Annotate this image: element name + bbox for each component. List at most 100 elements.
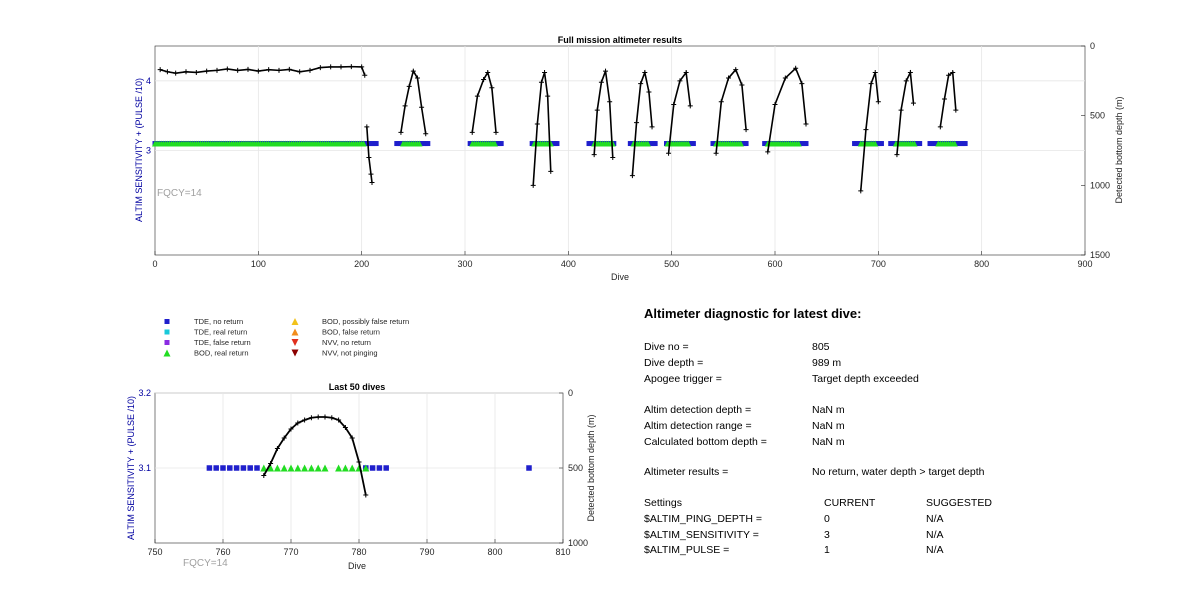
tde-no-return-marker [690, 141, 696, 147]
bottom-depth-point [214, 67, 220, 73]
setting-suggested: N/A [926, 513, 944, 525]
top-right-ticks: 0 500 1000 1500 [1081, 41, 1110, 260]
bod-real-return-marker [280, 464, 288, 472]
top-x-tick-label: 100 [251, 259, 266, 269]
setting-label: $ALTIM_PING_DEPTH = [644, 513, 762, 525]
legend-label: BOD, possibly false return [322, 317, 409, 326]
bottom-depth-point [671, 102, 677, 108]
legend-marker [291, 318, 299, 325]
bottom-depth-point [898, 107, 904, 113]
bod-real-return-marker [737, 140, 744, 147]
bottom-depth-point [666, 150, 672, 156]
bottom-depth-point [534, 121, 540, 127]
diagnostic-value: 989 m [812, 357, 842, 369]
bottom-depth-point [235, 67, 241, 73]
tde-no-return-marker [247, 465, 253, 471]
setting-current: 1 [824, 544, 830, 556]
legend-label: NVV, no return [322, 338, 371, 347]
bottom-depth-point [362, 72, 368, 78]
bottom-depth-point [858, 188, 864, 194]
bottom-depth-point [336, 417, 342, 423]
tde-no-return-marker [240, 465, 247, 471]
bottom-depth-point [274, 446, 280, 451]
bottom-depth-point [317, 65, 323, 71]
diagnostic-value: No return, water depth > target depth [812, 466, 985, 478]
bottom-depth-point [481, 76, 487, 82]
bottom-depth-point [872, 69, 878, 75]
bottom-x-tick-label: 790 [419, 547, 434, 557]
bottom-depth-point [368, 171, 374, 177]
top-x-tick-label: 500 [664, 259, 679, 269]
bod-real-return-marker [287, 464, 295, 472]
bottom-depth-point [489, 85, 495, 91]
bottom-depth-point [649, 124, 655, 130]
diagnostic-label: Calculated bottom depth = [644, 436, 767, 448]
bottom-right-y-label: Detected bottom depth (m) [586, 414, 596, 521]
bottom-x-tick-label: 800 [487, 547, 502, 557]
bottom-depth-point [545, 93, 551, 99]
diagnostic-label: Dive no = [644, 341, 689, 353]
top-right-tick-label: 500 [1090, 111, 1105, 121]
bottom-depth-point [642, 69, 648, 75]
bottom-depth-point [286, 66, 292, 72]
bottom-depth-point [739, 82, 745, 88]
bottom-depth-point [356, 459, 362, 465]
bottom-depth-point [328, 64, 334, 70]
bottom-depth-point [315, 414, 321, 420]
settings-header-label: Settings [644, 497, 682, 509]
bottom-depth-point [542, 69, 548, 75]
bottom-x-tick-label: 770 [283, 547, 298, 557]
tde-no-return-marker [254, 465, 260, 471]
bod-real-return-marker [267, 464, 275, 472]
bod-real-return-marker [360, 140, 367, 147]
bottom-depth-point [193, 69, 199, 75]
diagnostic-value: NaN m [812, 420, 845, 432]
bottom-depth-point [894, 152, 900, 158]
bottom-depth-point [591, 152, 597, 158]
top-chart: 0 100 200 300 400 500 600 700 800 900 34 05001000… [134, 35, 1124, 282]
top-x-tick-label: 300 [457, 259, 472, 269]
setting-label: $ALTIM_PULSE = [644, 544, 730, 556]
bottom-depth-point [765, 149, 771, 155]
tde-no-return-marker [743, 141, 749, 147]
bottom-depth-point [485, 69, 491, 75]
top-right-tick-label: 1000 [1090, 180, 1110, 190]
bod-real-return-marker [314, 464, 322, 472]
bottom-depth-point [683, 69, 689, 75]
bottom-depth-point [946, 72, 952, 78]
bod-real-return-marker [362, 464, 370, 472]
bottom-depth-point [204, 68, 210, 74]
tde-no-return-marker [962, 141, 968, 147]
bottom-depth-point [402, 103, 408, 109]
bottom-depth-point [907, 69, 913, 75]
top-x-tick-label: 400 [561, 259, 576, 269]
bottom-depth-point [173, 70, 179, 76]
legend-marker [163, 349, 171, 357]
bottom-depth-point [338, 64, 344, 70]
tde-no-return-marker [526, 465, 532, 471]
bottom-depth-point [634, 120, 640, 126]
top-x-tick-label: 600 [767, 259, 782, 269]
bod-real-return-marker [307, 464, 315, 472]
bottom-depth-point [910, 100, 916, 106]
bottom-depth-point [687, 103, 693, 109]
bottom-depth-point [322, 414, 328, 420]
bottom-depth-point [677, 78, 683, 84]
bottom-x-ticks: 750 760 770 780 790 800 810 [147, 539, 571, 557]
bod-real-return-marker [273, 464, 281, 472]
bottom-depth-point [868, 81, 874, 87]
top-left-tick-label: 3 [146, 146, 151, 156]
diagnostic-panel: Altimeter diagnostic for latest dive: Di… [644, 306, 1164, 556]
tde-no-return-marker [652, 141, 658, 147]
bottom-depth-point [793, 65, 799, 71]
tde-no-return-marker [917, 141, 923, 147]
bottom-depth-point [937, 124, 943, 130]
bottom-left-y-label: ALTIM SENSITIVITY + (PULSE /10) [126, 396, 136, 540]
bottom-depth-line [766, 66, 807, 153]
bod-real-return-marker [301, 464, 309, 472]
diagnostic-value: NaN m [812, 436, 845, 448]
top-grid [155, 46, 1085, 255]
legend-marker [291, 349, 299, 357]
bottom-left-tick-label: 3.2 [138, 388, 151, 398]
